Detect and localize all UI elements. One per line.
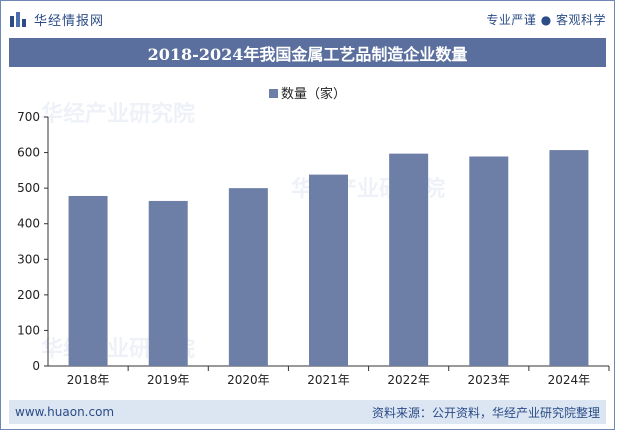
brand-logo-icon — [10, 11, 26, 27]
x-tick-label: 2024年 — [548, 373, 591, 387]
y-tick-label: 300 — [17, 252, 40, 266]
x-tick-label: 2021年 — [307, 373, 350, 387]
bar — [549, 150, 589, 366]
footer-source: 资料来源：公开资料，华经产业研究院整理 — [371, 405, 600, 420]
y-tick-label: 400 — [17, 217, 40, 231]
bar — [68, 195, 108, 366]
brand-name: 华经情报网 — [34, 13, 105, 29]
x-tick-label: 2022年 — [387, 373, 430, 387]
bar — [228, 188, 268, 366]
brand: 华经情报网 — [9, 10, 104, 29]
title-bar: 2018-2024年我国金属工艺品制造企业数量 — [9, 38, 606, 67]
slogan: 专业严谨 ● 客观科学 — [486, 12, 606, 27]
y-tick-label: 500 — [17, 181, 40, 195]
legend-label: 数量（家） — [281, 86, 346, 102]
top-bar: 华经情报网 专业严谨 ● 客观科学 — [9, 6, 606, 32]
y-tick-label: 700 — [17, 110, 40, 124]
y-tick-label: 200 — [17, 288, 40, 302]
legend-swatch — [269, 89, 278, 98]
bar — [309, 174, 348, 366]
y-tick-label: 0 — [32, 359, 40, 373]
y-tick-label: 100 — [17, 323, 40, 337]
y-tick-label: 600 — [17, 146, 40, 160]
x-tick-label: 2018年 — [67, 373, 110, 387]
bar — [389, 153, 429, 366]
chart-title: 2018-2024年我国金属工艺品制造企业数量 — [147, 44, 468, 64]
bar-chart: 数量（家） 0 100 200 300 400 500 600 700 2018年 2019年 202… — [17, 86, 610, 387]
x-tick-label: 2020年 — [227, 373, 270, 387]
footer: www.huaon.com 资料来源：公开资料，华经产业研究院整理 — [9, 400, 606, 424]
footer-url: www.huaon.com — [15, 405, 115, 419]
bar — [469, 156, 509, 366]
bar — [148, 200, 188, 366]
x-tick-label: 2023年 — [468, 373, 511, 387]
x-tick-label: 2019年 — [147, 373, 190, 387]
